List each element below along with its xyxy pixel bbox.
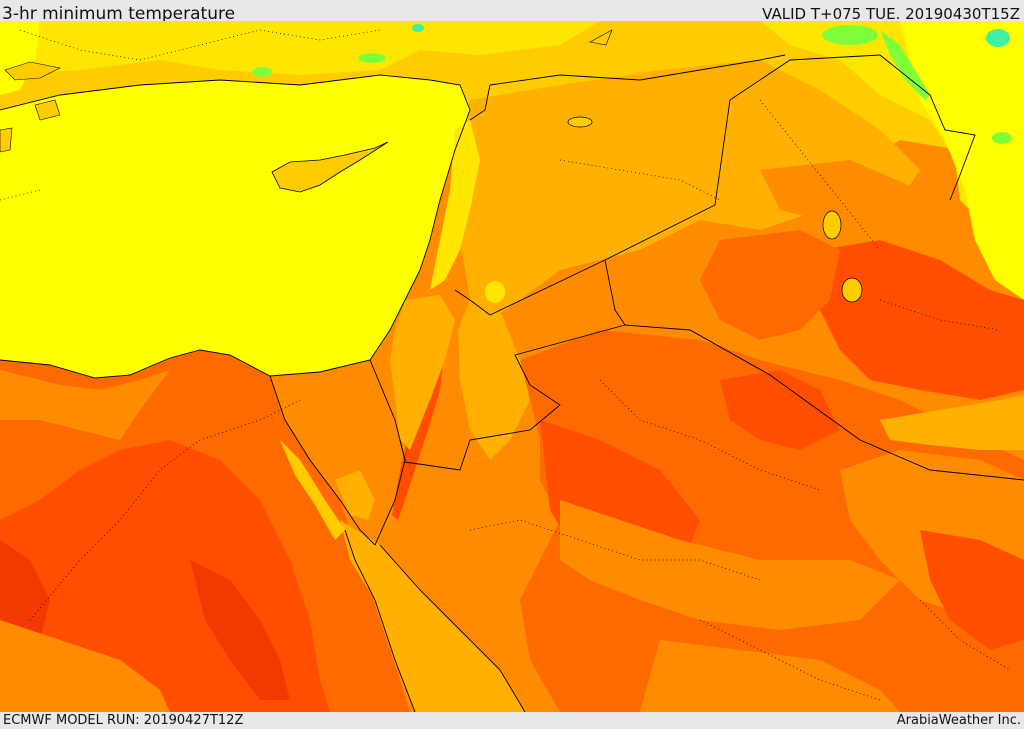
saudi-south-orange [640, 640, 900, 712]
iraq-dark-orange [700, 230, 840, 340]
cold-spot-1 [252, 67, 272, 77]
egypt-deep-red-patch [190, 560, 290, 700]
credit-label: ArabiaWeather Inc. [896, 713, 1021, 728]
cold-spot-4 [822, 25, 878, 45]
egypt-deep-red-patch-2 [0, 540, 50, 650]
aegean-sea [0, 21, 40, 95]
header-bar: 3-hr minimum temperature VALID T+075 TUE… [0, 0, 1024, 21]
mediterranean-sea [0, 75, 470, 378]
egypt-southwest-orange [0, 620, 170, 712]
valid-time-label: VALID T+075 TUE. 20190430T15Z [762, 5, 1020, 21]
turkey-north-yellow [0, 21, 600, 75]
temperature-map [0, 21, 1024, 712]
cyprus-island [271, 141, 389, 193]
cold-spot-2 [358, 53, 386, 63]
sinai-light-patch [335, 470, 375, 520]
cold-spot-3 [412, 24, 424, 32]
iraq-red-zone [820, 240, 1024, 400]
cold-ridge [880, 30, 930, 100]
aegean-islands [0, 29, 613, 153]
saudi-red-east [920, 530, 1024, 650]
egypt-coast-orange [0, 370, 170, 440]
israel-light-orange [390, 295, 455, 450]
lake-tharthar [822, 210, 842, 240]
jordan-light-patch [458, 300, 530, 460]
iraq-orange-north [760, 160, 960, 250]
saudi-red-field-2 [720, 370, 840, 450]
country-borders [369, 54, 1024, 481]
internal-boundaries [0, 29, 1011, 701]
levant-coast-yellow [430, 120, 480, 290]
jordan-warm-spot [485, 281, 505, 303]
persian-gulf-light [880, 395, 1024, 450]
cold-spot-5 [986, 29, 1010, 47]
red-sea [340, 520, 525, 712]
model-run-label: ECMWF MODEL RUN: 20190427T12Z [3, 713, 244, 728]
cold-spot-6 [992, 132, 1012, 144]
map-canvas [0, 21, 1024, 712]
footer-bar: ECMWF MODEL RUN: 20190427T12Z ArabiaWeat… [0, 712, 1024, 729]
saudi-light-orange-band [560, 500, 900, 630]
gulf-of-suez [280, 440, 345, 540]
map-title: 3-hr minimum temperature [2, 4, 236, 21]
lake-razazza [841, 277, 863, 303]
iran-north-yellow [900, 21, 1024, 300]
lake-assad [567, 116, 593, 128]
